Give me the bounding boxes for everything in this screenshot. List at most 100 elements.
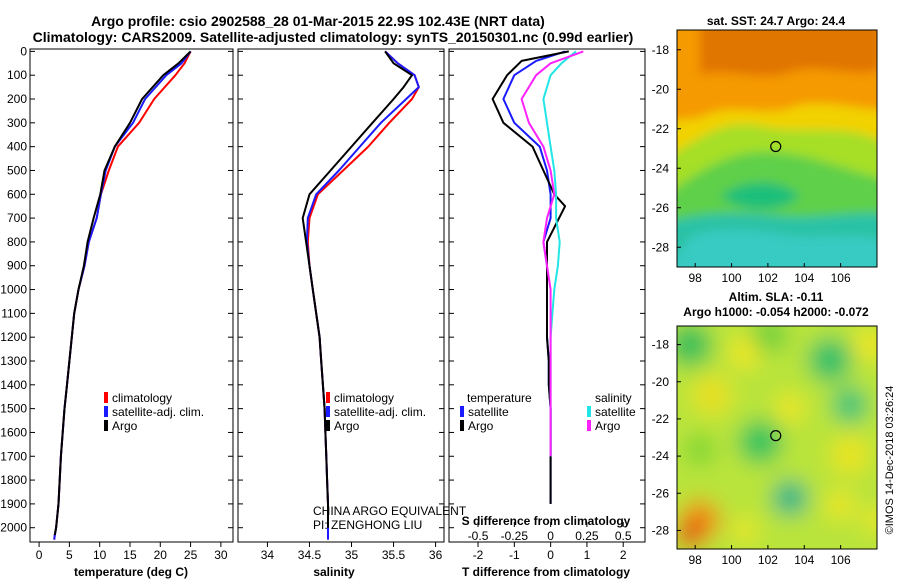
sla-map-axes: 98 100 102 104 106 -18 -20 -22 -24 -26 -28	[652, 338, 851, 567]
depth-tick-label: 1800	[0, 473, 27, 487]
depth-tick-label: 1600	[0, 425, 27, 439]
s-tick-label: -0.25	[501, 529, 529, 543]
map-y-tick-label: -20	[652, 82, 670, 96]
s-tick-label: 0.25	[575, 529, 599, 543]
salinity-lines	[301, 50, 420, 540]
temperature-x-axis: 0 5 10 15 20 25 30	[36, 542, 228, 562]
map-x-tick-label: 102	[758, 271, 778, 285]
x-tick-label: 30	[214, 548, 228, 562]
depth-tick-label: 100	[7, 68, 27, 82]
salinity-x-axis: 34 34.5 35 35.5 36	[261, 542, 443, 562]
difference-x-axis: -2 -1 0 1 2	[473, 542, 627, 562]
legend-label-s-satellite: satellite	[595, 405, 636, 419]
title-line-2: Climatology: CARS2009. Satellite-adjuste…	[33, 29, 634, 45]
legend-title-salinity: salinity	[595, 391, 632, 405]
depth-tick-label: 1000	[0, 283, 27, 297]
s-difference-axis: -0.5 -0.25 0 0.25 0.5	[468, 522, 632, 543]
depth-tick-label: 400	[7, 140, 27, 154]
x-tick-label: 34.5	[298, 548, 322, 562]
s-difference-xlabel: S difference from climatology	[462, 514, 631, 528]
legend-swatch-argo	[326, 420, 330, 431]
depth-tick-label: 2000	[0, 521, 27, 535]
legend-label-argo: Argo	[112, 419, 138, 433]
depth-tick-label: 1900	[0, 497, 27, 511]
map-x-tick-label: 98	[689, 271, 703, 285]
legend-title-temperature: temperature	[467, 391, 532, 405]
map-y-tick-label: -20	[652, 375, 670, 389]
legend-swatch-t-argo	[460, 420, 464, 431]
series-line-argo	[53, 50, 192, 536]
salinity-panel-frame	[237, 48, 445, 543]
sla-float-position-marker	[770, 430, 782, 442]
x-tick-label: -1	[509, 548, 520, 562]
depth-tick-label: 1200	[0, 330, 27, 344]
depth-tick-label: 200	[7, 92, 27, 106]
legend-label-climatology: climatology	[112, 391, 172, 405]
map-x-tick-label: 106	[831, 553, 851, 567]
sla-map-subtitle: Argo h1000: -0.054 h2000: -0.072	[683, 305, 869, 319]
map-y-tick-label: -28	[652, 523, 670, 537]
sst-float-position-marker	[770, 140, 782, 153]
x-tick-label: 5	[66, 548, 73, 562]
sla-map-frame	[676, 325, 878, 550]
map-x-tick-label: 106	[831, 271, 851, 285]
title-line-1: Argo profile: csio 2902588_28 01-Mar-201…	[91, 13, 545, 29]
legend-swatch-s-satellite	[587, 406, 591, 417]
legend-label-climatology: climatology	[334, 391, 394, 405]
x-tick-label: 0	[547, 548, 554, 562]
legend-swatch-s-argo	[587, 420, 591, 431]
sst-map-field	[677, 30, 877, 267]
temperature-lines	[53, 50, 192, 540]
x-tick-label: 35.5	[382, 548, 406, 562]
s-tick-label: -0.5	[468, 529, 489, 543]
s-tick-label: 0.5	[615, 529, 632, 543]
legend-label-t-satellite: satellite	[468, 405, 509, 419]
difference-lines	[491, 50, 584, 504]
legend-swatch-satellite	[326, 406, 330, 417]
legend-swatch-climatology	[326, 392, 330, 403]
depth-tick-label: 1300	[0, 354, 27, 368]
sst-map-title: sat. SST: 24.7 Argo: 24.4	[707, 14, 846, 28]
depth-tick-label: 600	[7, 187, 27, 201]
pi-institution: CHINA ARGO EQUIVALENT	[313, 504, 467, 518]
sla-map-title: Altim. SLA: -0.11	[729, 290, 824, 304]
difference-xlabel: T difference from climatology	[462, 565, 630, 579]
depth-tick-label: 1100	[1, 306, 27, 320]
legend-swatch-satellite	[104, 406, 108, 417]
map-y-tick-label: -22	[652, 412, 670, 426]
map-y-tick-label: -18	[652, 338, 670, 352]
pi-name: PI: ZENGHONG LIU	[313, 518, 422, 532]
depth-tick-label: 500	[7, 163, 27, 177]
temperature-xlabel: temperature (deg C)	[74, 565, 188, 579]
salinity-xlabel: salinity	[313, 565, 355, 579]
legend-label-argo: Argo	[334, 419, 360, 433]
legend-swatch-climatology	[104, 392, 108, 403]
depth-axis: 0 100 200 300 400 500 600 700 800 900 1000 1100 1200…	[0, 44, 645, 535]
depth-tick-label: 300	[7, 116, 27, 130]
copyright-stamp: ©IMOS 14-Dec-2018 03:26:24	[884, 386, 896, 535]
depth-tick-label: 1500	[0, 402, 27, 416]
depth-tick-label: 700	[7, 211, 27, 225]
x-tick-label: -2	[473, 548, 484, 562]
x-tick-label: 34	[261, 548, 275, 562]
map-x-tick-label: 100	[722, 553, 742, 567]
depth-tick-label: 800	[7, 235, 27, 249]
map-y-tick-label: -22	[652, 122, 670, 136]
legend-label-satellite: satellite-adj. clim.	[112, 405, 204, 419]
sst-map-axes: 98 100 102 104 106 -18 -20 -22 -24 -26 -28	[652, 43, 851, 285]
temperature-legend: climatology satellite-adj. clim. Argo	[104, 391, 204, 433]
legend-swatch-t-satellite	[460, 406, 464, 417]
x-tick-label: 35	[345, 548, 359, 562]
map-y-tick-label: -24	[652, 449, 670, 463]
x-tick-label: 25	[184, 548, 198, 562]
x-tick-label: 1	[584, 548, 591, 562]
depth-tick-label: 1400	[0, 378, 27, 392]
depth-tick-label: 900	[7, 259, 27, 273]
sla-map-field	[677, 326, 877, 549]
s-tick-label: 0	[547, 529, 554, 543]
x-tick-label: 10	[93, 548, 107, 562]
map-y-tick-label: -24	[652, 161, 670, 175]
series-line-argo	[301, 50, 413, 528]
map-y-tick-label: -26	[652, 201, 670, 215]
